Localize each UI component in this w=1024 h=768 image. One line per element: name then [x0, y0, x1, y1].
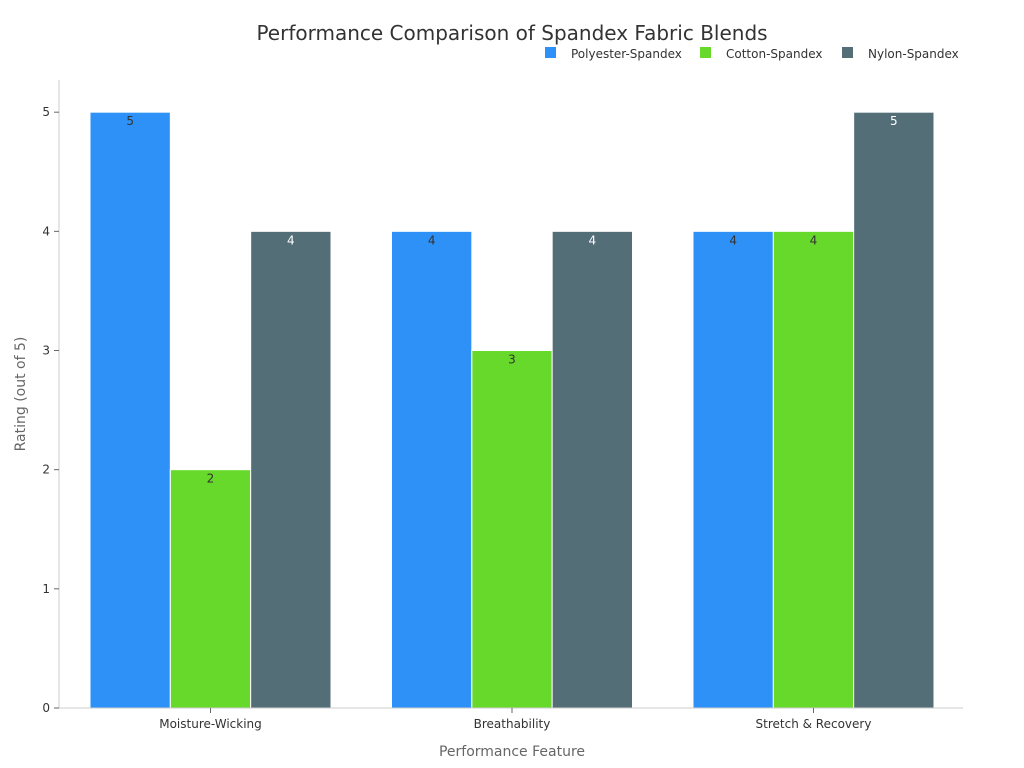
- y-axis-title: Rating (out of 5): [13, 337, 29, 452]
- legend-label: Cotton-Spandex: [726, 47, 823, 61]
- bar-polyester-spandex-0: [89, 111, 171, 709]
- legend-swatch: [842, 47, 853, 58]
- plot-area: 5 2 4 4 3 4 4 4 5: [89, 111, 935, 709]
- data-label: 5: [126, 114, 134, 128]
- chart-title: Performance Comparison of Spandex Fabric…: [256, 21, 767, 45]
- data-label: 5: [890, 114, 898, 128]
- data-label: 4: [589, 233, 597, 247]
- legend-swatch: [545, 47, 556, 58]
- data-label: 4: [810, 233, 818, 247]
- legend-label: Polyester-Spandex: [571, 47, 682, 61]
- bar-polyester-spandex-1: [391, 230, 473, 709]
- data-label: 4: [729, 233, 737, 247]
- bar-polyester-spandex-2: [692, 230, 774, 709]
- bar-nylon-spandex-2: [853, 111, 935, 709]
- data-label: 2: [207, 472, 215, 486]
- legend-swatch: [700, 47, 711, 58]
- data-label: 3: [508, 353, 516, 367]
- y-tick-label: 4: [42, 224, 50, 238]
- y-tick-label: 0: [42, 701, 50, 715]
- bar-nylon-spandex-1: [551, 230, 634, 709]
- data-label: 4: [287, 233, 295, 247]
- legend-label: Nylon-Spandex: [868, 47, 959, 61]
- bar-cotton-spandex-0: [169, 469, 252, 709]
- legend: Polyester-Spandex Cotton-Spandex Nylon-Spa…: [545, 47, 959, 61]
- y-tick-label: 5: [42, 105, 50, 119]
- x-tick-label: Stretch & Recovery: [756, 717, 872, 731]
- y-tick-label: 1: [42, 582, 50, 596]
- bar-cotton-spandex-2: [772, 230, 855, 709]
- y-tick-label: 3: [42, 344, 50, 358]
- x-axis-title: Performance Feature: [439, 744, 585, 760]
- data-label: 4: [428, 233, 436, 247]
- x-tick-label: Breathability: [474, 717, 551, 731]
- axes: 0 1 2 3 4 5 Moisture-Wicking Breathability Stret…: [42, 80, 963, 731]
- y-tick-label: 2: [42, 463, 50, 477]
- bar-cotton-spandex-1: [471, 350, 553, 709]
- x-tick-label: Moisture-Wicking: [159, 717, 262, 731]
- bar-nylon-spandex-0: [250, 230, 332, 709]
